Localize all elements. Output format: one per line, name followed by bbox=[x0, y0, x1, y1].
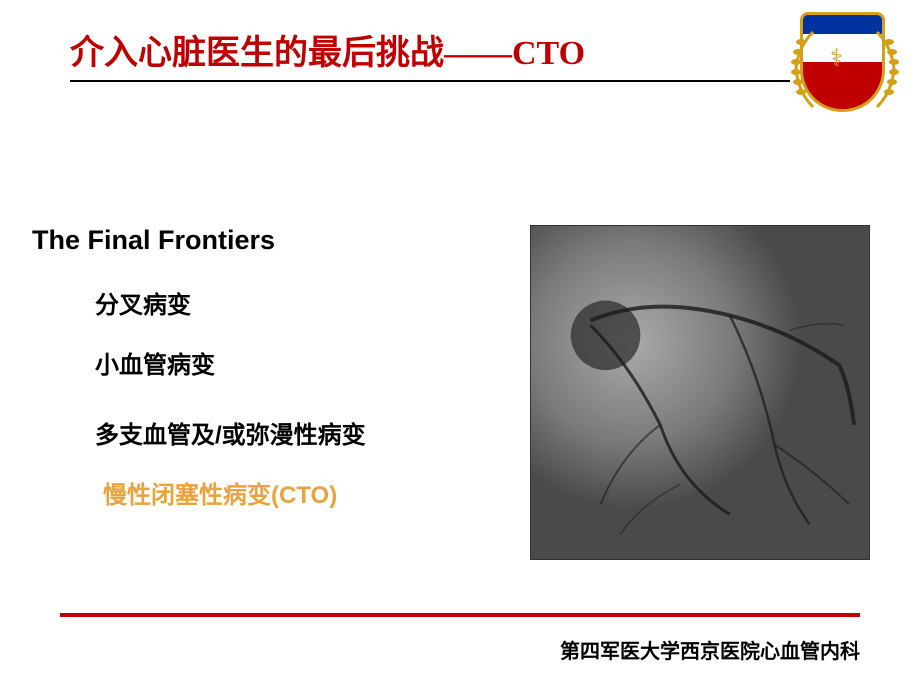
caduceus-icon: ⚕ bbox=[830, 44, 843, 73]
title-underline bbox=[70, 80, 790, 82]
list-item: 分叉病变 bbox=[95, 285, 191, 320]
slide-title: 介入心脏医生的最后挑战——CTO bbox=[70, 25, 770, 74]
title-section: 介入心脏医生的最后挑战——CTO bbox=[70, 25, 770, 82]
list-item: 小血管病变 bbox=[95, 345, 215, 380]
slide-subtitle: The Final Frontiers bbox=[32, 225, 275, 256]
laurel-left-icon bbox=[788, 27, 818, 112]
footer-divider bbox=[60, 613, 860, 617]
institution-logo: ⚕ bbox=[800, 12, 890, 122]
list-item-highlighted: 慢性闭塞性病变(CTO) bbox=[103, 475, 337, 510]
angiogram-image bbox=[530, 225, 870, 560]
list-item: 多支血管及/或弥漫性病变 bbox=[95, 415, 366, 450]
footer-text: 第四军医大学西京医院心血管内科 bbox=[560, 635, 860, 664]
laurel-right-icon bbox=[872, 27, 902, 112]
